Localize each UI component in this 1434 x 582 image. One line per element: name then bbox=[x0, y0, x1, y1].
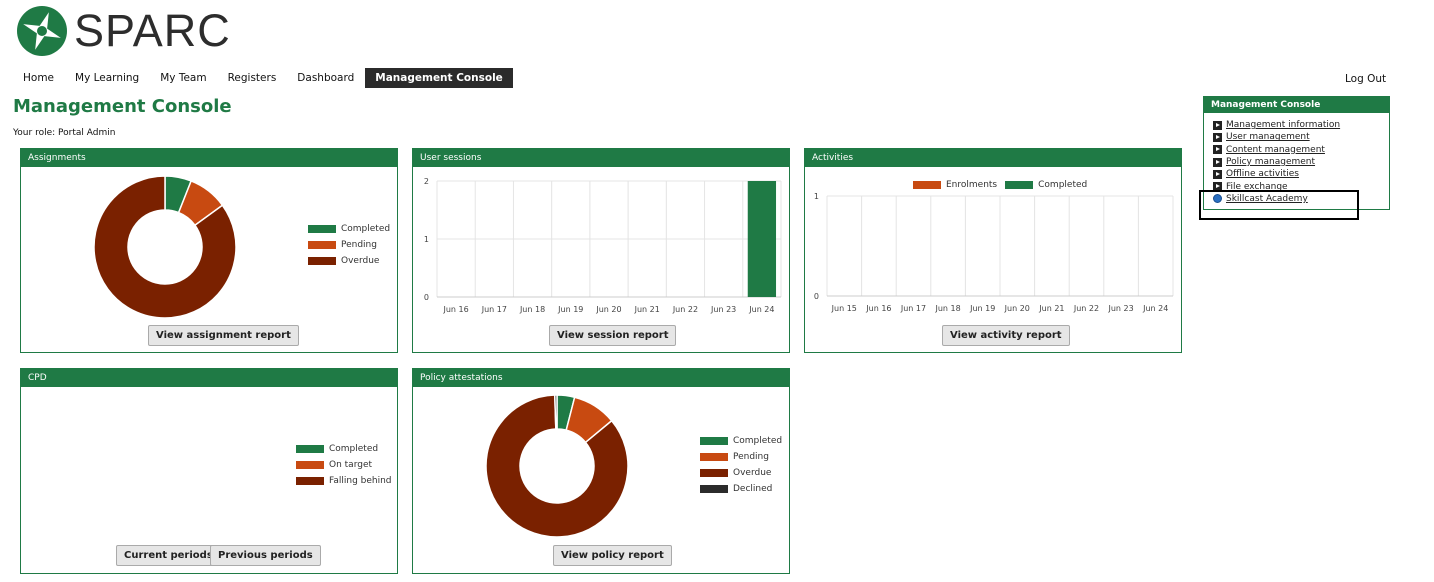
donut-slice-overdue bbox=[93, 175, 237, 319]
x-tick-label: Jun 23 bbox=[1107, 304, 1133, 313]
assignments-donut-chart bbox=[93, 175, 237, 319]
arrow-right-icon bbox=[1213, 157, 1222, 167]
highlight-box bbox=[1199, 190, 1359, 220]
user-role: Your role: Portal Admin bbox=[13, 128, 116, 138]
assignments-panel-title: Assignments bbox=[21, 149, 397, 167]
legend-item-completed: Completed bbox=[308, 221, 390, 237]
x-tick-label: Jun 22 bbox=[1073, 304, 1099, 313]
arrow-right-icon bbox=[1213, 169, 1222, 179]
arrow-right-icon bbox=[1213, 182, 1222, 192]
policy-attestations-panel-title: Policy attestations bbox=[413, 369, 789, 387]
x-tick-label: Jun 22 bbox=[672, 305, 698, 314]
arrow-right-icon bbox=[1213, 120, 1222, 130]
user-sessions-panel: User sessions 0 1 2 Jun 16 Jun 17 Jun 18 Jun 1… bbox=[412, 148, 790, 353]
y-tick-label: 0 bbox=[424, 293, 429, 302]
x-tick-label: Jun 19 bbox=[969, 304, 995, 313]
page-title: Management Console bbox=[13, 96, 232, 117]
legend-item-on-target: On target bbox=[296, 457, 392, 473]
nav-dashboard[interactable]: Dashboard bbox=[297, 72, 355, 84]
current-periods-button[interactable]: Current periods bbox=[116, 545, 221, 566]
assignments-legend: Completed Pending Overdue bbox=[308, 221, 390, 269]
x-tick-label: Jun 24 bbox=[1142, 304, 1168, 313]
menu-item-management-information[interactable]: Management information bbox=[1213, 119, 1389, 131]
y-tick-label: 1 bbox=[814, 192, 819, 201]
x-tick-label: Jun 16 bbox=[442, 305, 468, 314]
donut-slice-declined bbox=[553, 394, 558, 430]
globe-icon bbox=[1213, 194, 1222, 204]
legend-item-falling-behind: Falling behind bbox=[296, 473, 392, 489]
y-tick-label: 2 bbox=[424, 177, 429, 186]
user-sessions-panel-title: User sessions bbox=[413, 149, 789, 167]
nav-home[interactable]: Home bbox=[23, 72, 55, 84]
x-tick-label: Jun 17 bbox=[900, 304, 926, 313]
x-tick-label: Jun 16 bbox=[865, 304, 891, 313]
menu-item-user-management[interactable]: User management bbox=[1213, 131, 1389, 143]
legend-item-declined: Declined bbox=[700, 481, 782, 497]
management-console-menu: Management Console Management informatio… bbox=[1203, 96, 1390, 210]
x-tick-label: Jun 21 bbox=[634, 305, 660, 314]
nav-my-team[interactable]: My Team bbox=[160, 72, 207, 84]
x-tick-label: Jun 19 bbox=[557, 305, 583, 314]
legend-item-overdue: Overdue bbox=[700, 465, 782, 481]
cpd-panel: CPD Completed On target Falling behind C… bbox=[20, 368, 398, 574]
x-tick-label: Jun 18 bbox=[934, 304, 960, 313]
bar bbox=[747, 181, 777, 297]
legend-item-completed: Completed bbox=[296, 441, 392, 457]
menu-item-file-exchange[interactable]: File exchange bbox=[1213, 180, 1389, 192]
activities-legend: Enrolments Completed bbox=[913, 177, 1087, 193]
y-tick-label: 1 bbox=[424, 235, 429, 244]
x-tick-label: Jun 20 bbox=[1004, 304, 1030, 313]
policy-legend: Completed Pending Overdue Declined bbox=[700, 433, 782, 497]
legend-item-overdue: Overdue bbox=[308, 253, 390, 269]
activities-panel-title: Activities bbox=[805, 149, 1181, 167]
view-session-report-button[interactable]: View session report bbox=[549, 325, 677, 346]
menu-item-policy-management[interactable]: Policy management bbox=[1213, 156, 1389, 168]
menu-item-skillcast-academy[interactable]: Skillcast Academy bbox=[1213, 193, 1389, 205]
cpd-legend: Completed On target Falling behind bbox=[296, 441, 392, 489]
sparc-logo-icon bbox=[17, 6, 67, 56]
x-tick-label: Jun 15 bbox=[831, 304, 857, 313]
arrow-right-icon bbox=[1213, 145, 1222, 155]
view-policy-report-button[interactable]: View policy report bbox=[553, 545, 672, 566]
logout-link[interactable]: Log Out bbox=[1345, 73, 1387, 85]
legend-item-enrolments: Enrolments bbox=[913, 177, 997, 193]
x-tick-label: Jun 20 bbox=[595, 305, 621, 314]
policy-attestations-panel: Policy attestations Completed Pending Ov… bbox=[412, 368, 790, 574]
sparc-logo[interactable]: SPARC bbox=[16, 4, 231, 58]
menu-item-content-management[interactable]: Content management bbox=[1213, 144, 1389, 156]
x-tick-label: Jun 21 bbox=[1038, 304, 1064, 313]
x-tick-label: Jun 24 bbox=[748, 305, 774, 314]
nav-my-learning[interactable]: My Learning bbox=[75, 72, 140, 84]
management-console-menu-title: Management Console bbox=[1204, 97, 1389, 113]
activities-panel: Activities Enrolments Completed 0 1 Jun 15… bbox=[804, 148, 1182, 353]
x-tick-label: Jun 17 bbox=[481, 305, 507, 314]
arrow-right-icon bbox=[1213, 132, 1222, 142]
logo-text: SPARC bbox=[74, 5, 231, 56]
y-tick-label: 0 bbox=[814, 292, 819, 301]
policy-donut-chart bbox=[485, 394, 629, 538]
legend-item-pending: Pending bbox=[700, 449, 782, 465]
donut-slice-overdue bbox=[485, 394, 629, 538]
view-activity-report-button[interactable]: View activity report bbox=[942, 325, 1070, 346]
assignments-panel: Assignments Completed Pending Overdue Vi… bbox=[20, 148, 398, 353]
x-tick-label: Jun 23 bbox=[710, 305, 736, 314]
view-assignment-report-button[interactable]: View assignment report bbox=[148, 325, 299, 346]
menu-item-offline-activities[interactable]: Offline activities bbox=[1213, 168, 1389, 180]
user-sessions-bar-chart: 0 1 2 Jun 16 Jun 17 Jun 18 Jun 19 Jun 20 Jun 21 J… bbox=[424, 177, 782, 314]
cpd-panel-title: CPD bbox=[21, 369, 397, 387]
legend-item-completed: Completed bbox=[1005, 177, 1087, 193]
main-nav: Home My Learning My Team Registers Dashb… bbox=[13, 68, 514, 88]
nav-management-console[interactable]: Management Console bbox=[365, 68, 513, 88]
legend-item-completed: Completed bbox=[700, 433, 782, 449]
nav-registers[interactable]: Registers bbox=[227, 72, 277, 84]
previous-periods-button[interactable]: Previous periods bbox=[210, 545, 321, 566]
activities-bar-chart: 0 1 Jun 15 Jun 16 Jun 17 Jun 18 Jun 19 Jun 20 Ju… bbox=[814, 192, 1174, 313]
legend-item-pending: Pending bbox=[308, 237, 390, 253]
x-tick-label: Jun 18 bbox=[519, 305, 545, 314]
